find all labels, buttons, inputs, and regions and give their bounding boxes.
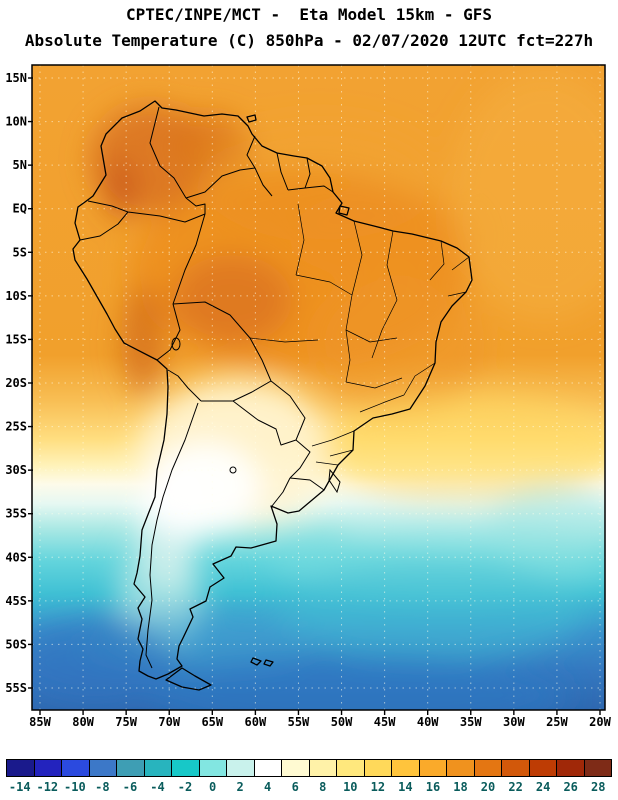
colorbar-tick-14: 14 [398, 780, 413, 794]
latitude-axis: 15N 10N 5N EQ 5S 10S 15S 20S 25S 30S 35S 40S 45S 50S 5… [5, 71, 33, 695]
coastline [72, 100, 473, 691]
colorbar-segment [6, 759, 35, 777]
colorbar-tick-20: 20 [480, 780, 496, 794]
lat-label-30S: 30S [5, 463, 27, 477]
lat-label-15N: 15N [5, 71, 27, 85]
lon-label-55W: 55W [288, 715, 310, 729]
lon-label-60W: 60W [245, 715, 267, 729]
colorbar-segment [171, 759, 200, 777]
lon-label-80W: 80W [72, 715, 94, 729]
lakes [171, 337, 341, 494]
colorbar-tick-2: 2 [236, 780, 244, 794]
lon-label-25W: 25W [546, 715, 568, 729]
lat-label-5N: 5N [13, 158, 27, 172]
colorbar-tick-4: 4 [264, 780, 272, 794]
lon-label-45W: 45W [374, 715, 396, 729]
map-frame [31, 64, 606, 711]
colorbar-segment [391, 759, 420, 777]
colorbar-tick-6: 6 [291, 780, 299, 794]
colorbar-segment [583, 759, 612, 777]
lon-label-30W: 30W [503, 715, 525, 729]
colorbar-tick-12: 12 [370, 780, 386, 794]
lon-label-50W: 50W [331, 715, 353, 729]
lon-label-75W: 75W [115, 715, 137, 729]
colorbar-segment [446, 759, 475, 777]
lon-label-85W: 85W [29, 715, 51, 729]
lon-label-65W: 65W [201, 715, 223, 729]
colorbar-segment [253, 759, 282, 777]
temperature-field-anomalies [32, 70, 605, 710]
map-subtitle: Absolute Temperature (C) 850hPa - 02/07/… [24, 31, 594, 50]
colorbar-segment [336, 759, 365, 777]
colorbar-tick--8: -8 [95, 780, 110, 794]
colorbar-tick--10: -10 [64, 780, 86, 794]
colorbar-segment [198, 759, 227, 777]
lat-label-5S: 5S [13, 245, 27, 259]
colorbar-tick-10: 10 [343, 780, 358, 794]
colorbar-tick--2: -2 [177, 780, 193, 794]
lat-label-50S: 50S [5, 637, 27, 651]
colorbar-tick--6: -6 [122, 780, 138, 794]
colorbar-segment [143, 759, 172, 777]
colorbar-segment [363, 759, 392, 777]
colorbar-tick-0: 0 [208, 780, 217, 794]
lat-label-40S: 40S [5, 550, 27, 564]
longitude-axis: 85W 80W 75W 70W 65W 60W 55W 50W 45W 40W 35W 30W 25W 2… [29, 710, 612, 729]
colorbar-segment [88, 759, 117, 777]
temperature-map: 15N 10N 5N EQ 5S 10S 15S 20S 25S 30S 35S 40S 45S 50S 5… [5, 64, 612, 729]
lat-label-45S: 45S [5, 594, 27, 608]
colorbar-tick-22: 22 [508, 780, 523, 794]
colorbar-tick-28: 28 [590, 780, 606, 794]
colorbar-segment [473, 759, 502, 777]
lat-label-10N: 10N [5, 115, 27, 129]
map-title: CPTEC/INPE/MCT - Eta Model 15km - GFS [125, 5, 493, 24]
lat-label-EQ: EQ [13, 202, 27, 216]
colorbar [6, 759, 612, 777]
colorbar-tick-26: 26 [563, 780, 578, 794]
country-borders [79, 106, 334, 669]
colorbar-segment [226, 759, 255, 777]
lon-label-35W: 35W [460, 715, 482, 729]
colorbar-tick-16: 16 [425, 780, 441, 794]
colorbar-segment [528, 759, 557, 777]
colorbar-tick--12: -12 [36, 780, 59, 794]
state-borders [249, 203, 470, 466]
colorbar-tick-24: 24 [535, 780, 551, 794]
lat-label-10S: 10S [5, 289, 27, 303]
colorbar-tick--14: -14 [8, 780, 31, 794]
lon-label-40W: 40W [417, 715, 439, 729]
colorbar-labels: -14 -12 -10 -8 -6 -4 -2 0 2 4 6 8 10 12 14 16 18 20 22 24 26… [6, 780, 612, 796]
colorbar-segment [308, 759, 337, 777]
lat-label-25S: 25S [5, 420, 27, 434]
colorbar-segment [33, 759, 62, 777]
lat-label-20S: 20S [5, 376, 27, 390]
colorbar-tick-18: 18 [453, 780, 468, 794]
colorbar-tick--4: -4 [150, 780, 165, 794]
lat-label-15S: 15S [5, 332, 27, 346]
lat-label-55S: 55S [5, 681, 27, 695]
colorbar-segment [281, 759, 310, 777]
colorbar-segment [116, 759, 145, 777]
lon-label-20W: 20W [589, 715, 611, 729]
colorbar-segment [501, 759, 530, 777]
lat-lon-gridlines [32, 65, 605, 710]
lon-label-70W: 70W [158, 715, 180, 729]
colorbar-segment [61, 759, 90, 777]
colorbar-segment [556, 759, 585, 777]
lat-label-35S: 35S [5, 507, 27, 521]
colorbar-segment [418, 759, 447, 777]
colorbar-tick-8: 8 [319, 780, 327, 794]
